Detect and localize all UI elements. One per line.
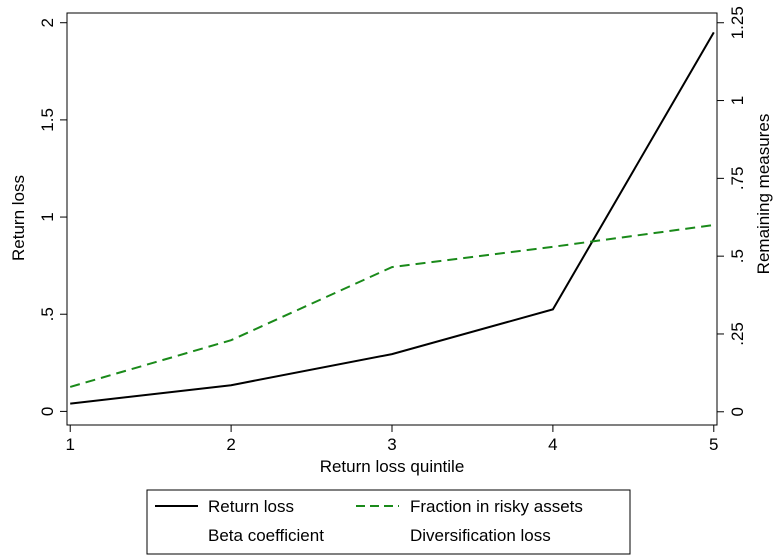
legend-box: [146, 489, 631, 555]
x-tick-label: 1: [65, 435, 74, 454]
left-tick-label: 0: [38, 407, 57, 416]
x-tick-label: 4: [548, 435, 557, 454]
legend-label-beta-coefficient: Beta coefficient: [208, 526, 324, 545]
x-axis: 1 2 3 4 5: [65, 425, 719, 454]
right-axis: 0 .25 .5 .75 1 1.25: [717, 6, 747, 417]
x-tick-label: 3: [387, 435, 396, 454]
left-tick-label: 1.5: [38, 108, 57, 132]
left-tick-label: 2: [38, 18, 57, 27]
legend-label-diversification-loss: Diversification loss: [410, 526, 551, 545]
left-tick-label: 1: [38, 212, 57, 221]
plot-area-frame: [66, 12, 718, 426]
series-layer: [69, 31, 715, 405]
right-tick-label: 1.25: [728, 6, 747, 39]
right-tick-label: 1: [728, 96, 747, 105]
right-tick-label: .5: [728, 249, 747, 263]
y-axis-label: Return loss: [9, 175, 28, 261]
right-tick-label: .75: [728, 167, 747, 191]
right-tick-label: 0: [728, 407, 747, 416]
left-tick-label: .5: [38, 307, 57, 321]
x-axis-label: Return loss quintile: [320, 457, 465, 476]
x-tick-label: 5: [709, 435, 718, 454]
legend-label-fraction-in-risky-assets: Fraction in risky assets: [410, 497, 583, 516]
legend-label-return-loss: Return loss: [208, 497, 294, 516]
y2-axis-label: Remaining measures: [754, 114, 773, 275]
series-line-return-loss: [70, 31, 715, 405]
legend: Return loss Fraction in risky assets Beta …: [146, 489, 631, 555]
left-axis: 0 .5 1 1.5 2: [38, 18, 67, 416]
right-tick-label: .25: [728, 322, 747, 346]
x-tick-label: 2: [226, 435, 235, 454]
series-line-fraction-in-risky-assets: [69, 224, 714, 388]
